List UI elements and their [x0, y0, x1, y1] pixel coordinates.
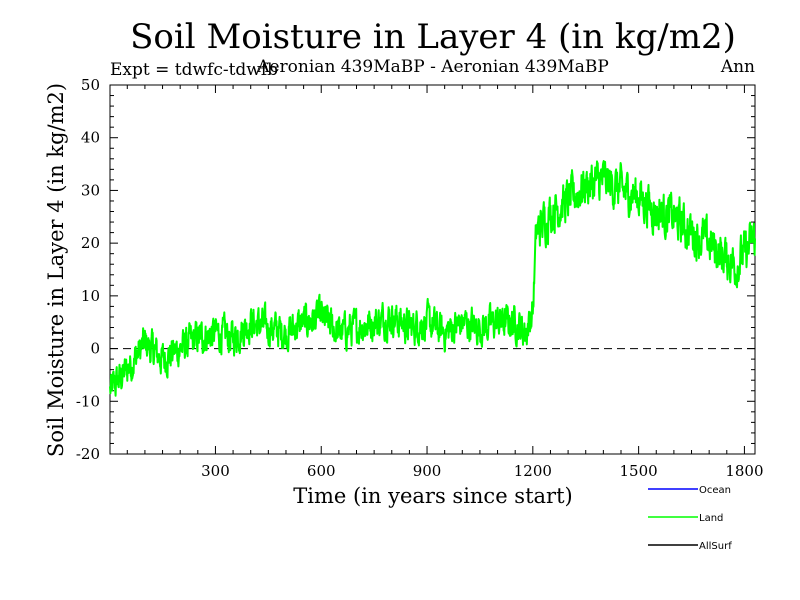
x-tick-label: 900 [413, 462, 442, 480]
x-tick-label: 1800 [725, 462, 763, 480]
y-tick-label: 50 [81, 76, 100, 94]
land-series-line [109, 160, 756, 397]
axis-ticks [110, 84, 755, 455]
y-tick-label: -10 [76, 392, 100, 410]
y-tick-label: 30 [81, 181, 100, 199]
legend-land-label: Land [699, 513, 723, 524]
experiment-label: Expt = tdwfc-tdwfb [110, 60, 278, 80]
y-tick-label: 10 [81, 287, 100, 305]
period-label: Aeronian 439MaBP - Aeronian 439MaBP [256, 57, 609, 77]
x-tick-label: 600 [307, 462, 336, 480]
tick-labels: -20 -10 0 10 20 30 40 50 300 600 900 1200 1500 1800 [76, 76, 764, 480]
season-label: Ann [720, 57, 755, 77]
y-axis-label: Soil Moisture in Layer 4 (in kg/m2) [44, 83, 68, 457]
plot-frame [109, 84, 756, 455]
y-tick-label: 20 [81, 234, 100, 252]
legend: Ocean Land AllSurf [648, 485, 732, 552]
legend-ocean-label: Ocean [699, 485, 731, 496]
x-axis-label: Time (in years since start) [293, 484, 572, 508]
x-tick-label: 300 [201, 462, 230, 480]
y-tick-label: 40 [81, 129, 100, 147]
y-tick-label: -20 [76, 445, 100, 463]
chart-title: Soil Moisture in Layer 4 (in kg/m2) [130, 17, 736, 57]
x-tick-label: 1200 [514, 462, 552, 480]
x-tick-label: 1500 [620, 462, 658, 480]
legend-allsurf-label: AllSurf [699, 541, 732, 552]
y-tick-label: 0 [90, 340, 100, 358]
